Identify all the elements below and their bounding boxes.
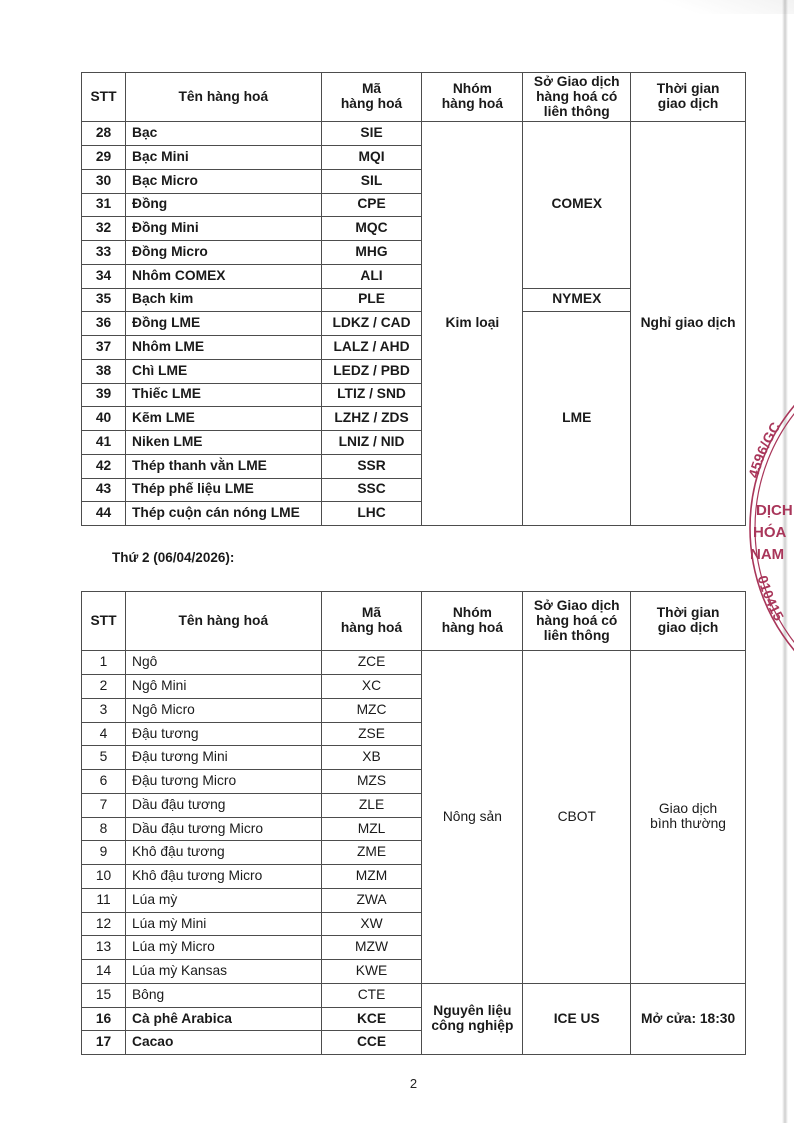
svg-text:NAM: NAM <box>750 546 784 563</box>
